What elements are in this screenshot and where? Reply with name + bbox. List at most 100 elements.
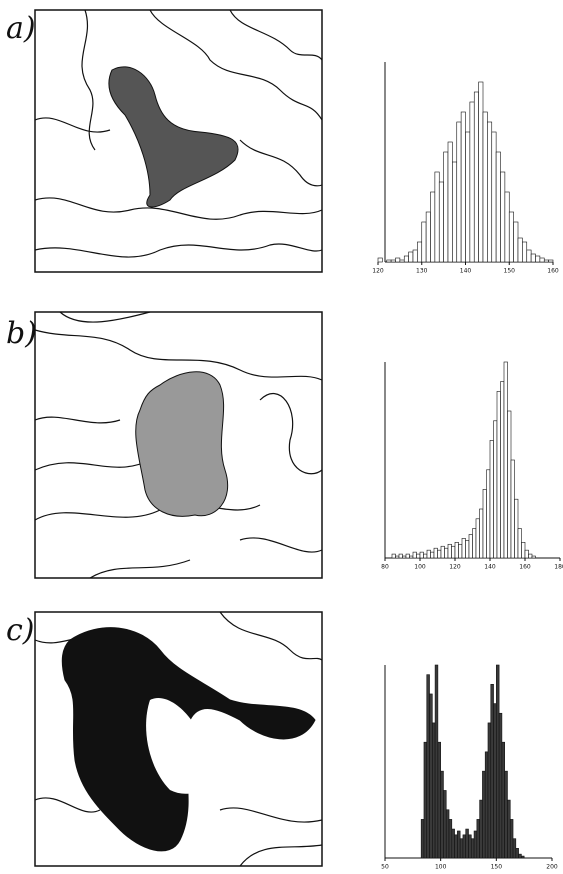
bar	[508, 211, 514, 263]
bar	[425, 211, 431, 263]
bar	[395, 555, 400, 559]
bar	[504, 770, 508, 859]
map-b	[34, 311, 323, 579]
bar	[500, 171, 506, 263]
bar	[443, 151, 449, 263]
bar	[493, 420, 498, 559]
bar	[503, 361, 508, 559]
bar	[489, 440, 494, 559]
bar	[513, 221, 519, 263]
x-tick-label: 140	[484, 564, 496, 571]
bar	[482, 111, 488, 263]
bar	[465, 540, 470, 559]
bar	[426, 549, 431, 559]
bar	[501, 741, 505, 859]
x-tick-label: 120	[449, 564, 461, 571]
bar	[512, 838, 517, 859]
bar	[448, 819, 453, 859]
bar	[445, 809, 450, 859]
bar	[412, 249, 418, 263]
x-tick-label: 80	[381, 564, 389, 571]
bar	[498, 712, 503, 859]
bar	[432, 722, 436, 859]
bar	[504, 191, 510, 263]
bar	[429, 693, 433, 859]
bar	[526, 249, 532, 263]
bar	[377, 257, 383, 263]
x-tick-label: 160	[519, 564, 531, 571]
bar	[496, 664, 500, 859]
bar	[487, 722, 492, 859]
bar	[486, 469, 491, 559]
bar	[430, 551, 435, 559]
bar	[507, 799, 511, 859]
bar	[493, 703, 497, 859]
bar	[461, 538, 466, 559]
bar	[482, 489, 487, 559]
bar	[434, 171, 440, 263]
x-tick-label: 150	[504, 268, 516, 275]
bar	[465, 828, 469, 859]
bar	[440, 545, 445, 559]
bar	[469, 101, 475, 263]
bar	[531, 555, 536, 559]
bar	[517, 237, 523, 263]
bar	[473, 91, 479, 263]
bar	[539, 257, 545, 263]
bar	[518, 853, 522, 859]
contour	[34, 311, 323, 381]
bar	[476, 819, 480, 859]
bar	[399, 259, 405, 263]
bar	[437, 549, 442, 559]
bar	[395, 257, 401, 263]
x-tick-label: 100	[435, 864, 447, 871]
bar	[543, 259, 549, 263]
bar	[470, 838, 475, 859]
bar	[522, 241, 528, 263]
x-tick-label: 150	[491, 864, 503, 871]
bar	[416, 553, 421, 559]
bar	[423, 741, 428, 859]
bar	[514, 498, 519, 559]
bar	[438, 181, 444, 263]
bar	[472, 528, 477, 559]
bar	[443, 790, 447, 859]
bar	[451, 545, 456, 559]
bar	[458, 543, 463, 559]
contour	[34, 9, 323, 220]
bar	[403, 255, 409, 263]
bar	[456, 121, 462, 263]
bar	[391, 553, 396, 559]
bar	[430, 191, 436, 263]
bar	[419, 551, 424, 559]
x-tick-label: 130	[416, 268, 428, 275]
bar	[451, 828, 455, 859]
bar	[473, 830, 478, 859]
bar	[447, 543, 452, 559]
bar	[426, 674, 430, 859]
map-frame	[34, 611, 323, 867]
bar	[433, 547, 438, 559]
x-tick-label: 100	[414, 564, 426, 571]
bar	[390, 259, 396, 263]
bar	[462, 834, 467, 859]
x-tick-label: 120	[372, 268, 384, 275]
contour	[89, 393, 323, 579]
bar	[524, 549, 529, 559]
bar	[465, 131, 471, 263]
panel-label: b)	[6, 316, 37, 351]
bar	[444, 547, 449, 559]
bar	[412, 551, 417, 559]
bar	[479, 799, 483, 859]
bar	[500, 381, 505, 559]
bar	[468, 534, 473, 559]
bar	[437, 741, 441, 859]
bar	[478, 81, 484, 263]
x-tick-label: 50	[381, 864, 389, 871]
bar	[475, 518, 480, 559]
bar	[398, 553, 403, 559]
contour	[149, 9, 323, 121]
x-tick-label: 160	[547, 268, 559, 275]
panel-label: a)	[6, 11, 36, 46]
panel-label: c)	[6, 613, 35, 648]
